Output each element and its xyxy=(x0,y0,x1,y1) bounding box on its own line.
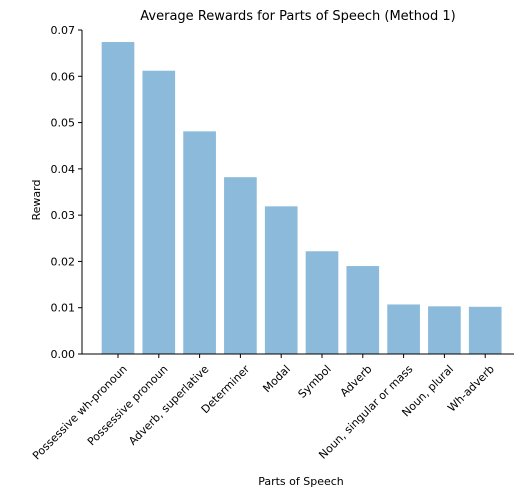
bar xyxy=(101,42,135,354)
y-tick-label: 0.05 xyxy=(51,117,76,130)
bar xyxy=(468,306,502,354)
bar xyxy=(183,131,216,354)
chart-title: Average Rewards for Parts of Speech (Met… xyxy=(140,9,455,24)
bars-group xyxy=(101,42,502,354)
y-tick-label: 0.01 xyxy=(51,302,76,315)
y-tick-label: 0.06 xyxy=(51,70,76,83)
bar xyxy=(387,304,420,354)
bar xyxy=(428,306,461,354)
bar xyxy=(224,177,257,354)
y-tick-label: 0.02 xyxy=(51,255,76,268)
y-axis-label: Reward xyxy=(30,180,43,221)
x-tick-label: Modal xyxy=(260,363,293,396)
y-tick-label: 0.00 xyxy=(51,348,76,361)
y-axis: 0.00 0.01 0.02 0.03 0.04 0.05 0.06 0.07 xyxy=(51,24,83,361)
x-tick-label: Adverb, superlative xyxy=(126,362,211,447)
bar xyxy=(142,70,176,354)
y-tick-label: 0.03 xyxy=(51,209,76,222)
x-tick-label: Possessive pronoun xyxy=(85,363,171,449)
bar xyxy=(264,206,298,354)
bar xyxy=(305,251,339,354)
y-tick-label: 0.04 xyxy=(51,163,76,176)
x-tick-label: Adverb xyxy=(338,363,375,400)
x-tick-label: Symbol xyxy=(296,363,334,401)
y-tick-label: 0.07 xyxy=(51,24,76,37)
x-axis-label: Parts of Speech xyxy=(258,475,344,488)
bar xyxy=(346,266,380,354)
